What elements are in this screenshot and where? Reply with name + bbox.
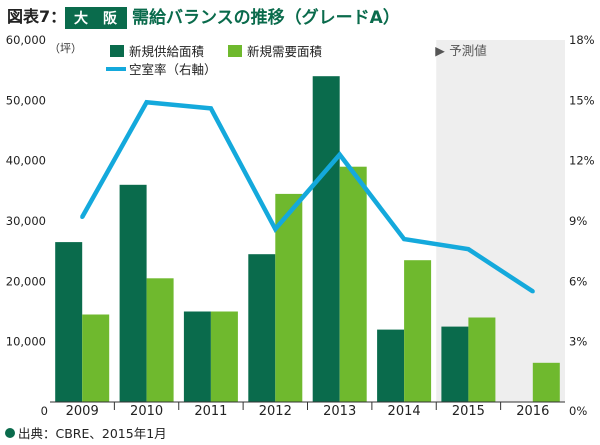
region-badge-char-2: 阪 [103, 11, 118, 27]
region-badge-char-1: 大 [74, 10, 88, 27]
y-left-tick-20,000: 20,000 [6, 274, 46, 288]
supply-bar-2013 [312, 76, 340, 402]
vacancy-point-2016 [530, 289, 535, 294]
supply-bar-2015 [441, 326, 469, 402]
demand-bar-2014 [404, 260, 432, 402]
vacancy-rate-line [80, 99, 535, 294]
x-tick-2010: 2010 [130, 404, 163, 419]
supply-bar-2014 [377, 329, 405, 402]
y-right-tick-3%: 3% [569, 335, 587, 349]
demand-bar-2010 [146, 278, 174, 402]
y-right-tick-15%: 15% [569, 93, 595, 107]
chart-title: 需給バランスの推移（グレードA） [132, 7, 400, 28]
legend-demand-label: 新規需要面積 [247, 44, 323, 59]
demand-bar-2009 [82, 314, 110, 402]
vacancy-point-2012 [273, 227, 278, 231]
demand-bar-2012 [275, 193, 303, 402]
x-tick-2013: 2013 [323, 404, 356, 419]
vacancy-point-2014 [402, 237, 407, 242]
vacancy-point-2011 [208, 106, 213, 111]
y-right-tick-9%: 9% [569, 214, 587, 228]
x-tick-2011: 2011 [194, 404, 227, 419]
demand-bar-2015 [468, 317, 496, 402]
vacancy-point-2015 [466, 247, 471, 252]
y-left-tick-60,000: 60,000 [6, 33, 46, 47]
source-bullet-icon [5, 428, 15, 438]
y-left-tick-10,000: 10,000 [6, 335, 46, 349]
supply-bar-2009 [55, 242, 83, 402]
vacancy-point-2010 [144, 100, 149, 105]
demand-bar-2016 [532, 362, 560, 402]
demand-bar-2013 [339, 166, 367, 402]
x-tick-2016: 2016 [516, 404, 549, 419]
y-right-tick-12%: 12% [569, 154, 595, 168]
source-note: 出典：CBRE、2015年1月 [18, 426, 167, 441]
y-left-tick-40,000: 40,000 [6, 154, 46, 168]
supply-bar-2010 [119, 184, 147, 402]
legend-supply-swatch [110, 45, 124, 57]
chart-title-prefix: 図表7： [7, 7, 66, 26]
x-tick-2015: 2015 [452, 404, 485, 419]
y-left-tick-50,000: 50,000 [6, 93, 46, 107]
y-right-tick-18%: 18% [569, 33, 595, 47]
x-tick-2014: 2014 [388, 404, 421, 419]
demand-bar-2011 [210, 311, 238, 402]
legend-demand-swatch [228, 45, 242, 57]
vacancy-point-2013 [337, 152, 342, 157]
legend-supply-label: 新規供給面積 [129, 44, 205, 59]
y-left-tick-0: 0 [41, 404, 48, 418]
x-tick-2009: 2009 [66, 404, 99, 419]
left-axis-unit: （坪） [49, 42, 82, 55]
region-badge [65, 7, 127, 29]
forecast-label: 予測値 [449, 43, 487, 58]
legend-vacancy-label: 空室率（右軸） [129, 62, 217, 77]
y-left-tick-30,000: 30,000 [6, 214, 46, 228]
vacancy-point-2009 [80, 215, 85, 219]
supply-bar-2012 [248, 254, 276, 402]
supply-bar-2011 [183, 311, 211, 402]
forecast-arrow-icon: ▶ [435, 43, 445, 58]
y-right-tick-6%: 6% [569, 274, 587, 288]
x-tick-2012: 2012 [259, 404, 292, 419]
y-right-tick-0%: 0% [569, 404, 587, 418]
